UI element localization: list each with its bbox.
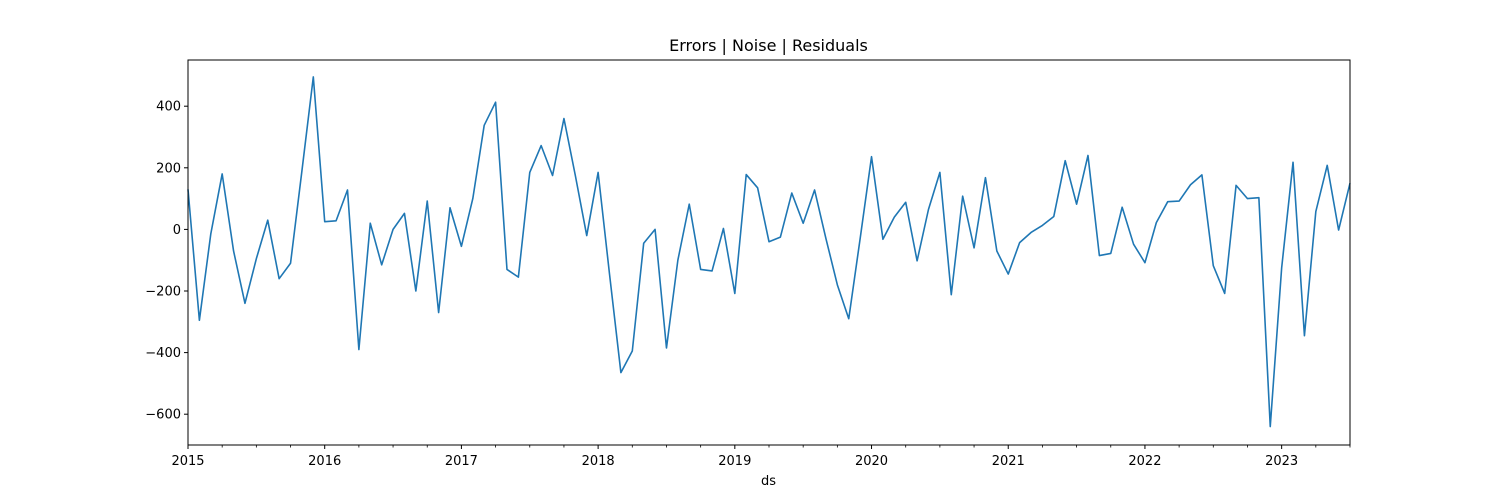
x-tick-label: 2021	[992, 454, 1025, 469]
x-tick-label: 2022	[1128, 454, 1161, 469]
y-tick-label: −200	[145, 285, 181, 300]
y-tick-label: 400	[156, 100, 181, 115]
x-axis-label: ds	[761, 474, 776, 489]
x-tick-label: 2017	[445, 454, 478, 469]
x-tick-label: 2023	[1265, 454, 1298, 469]
y-tick-label: −600	[145, 408, 181, 423]
y-axis: −600 −400 −200 0 200 400	[145, 100, 188, 423]
plot-area	[187, 76, 1351, 428]
x-axis: 2015 2016 2017 2018 2019 2020 2021 2022 2023	[171, 445, 1351, 469]
x-tick-label: 2018	[582, 454, 615, 469]
x-tick-label: 2019	[718, 454, 751, 469]
x-tick-label: 2016	[308, 454, 341, 469]
y-tick-label: 200	[156, 161, 181, 176]
chart-title: Errors | Noise | Residuals	[669, 36, 868, 55]
series-line	[187, 76, 1351, 428]
x-tick-label: 2015	[171, 454, 204, 469]
plot-frame	[187, 59, 1351, 446]
y-tick-label: −400	[145, 346, 181, 361]
x-tick-label: 2020	[855, 454, 888, 469]
y-tick-label: 0	[173, 223, 181, 238]
